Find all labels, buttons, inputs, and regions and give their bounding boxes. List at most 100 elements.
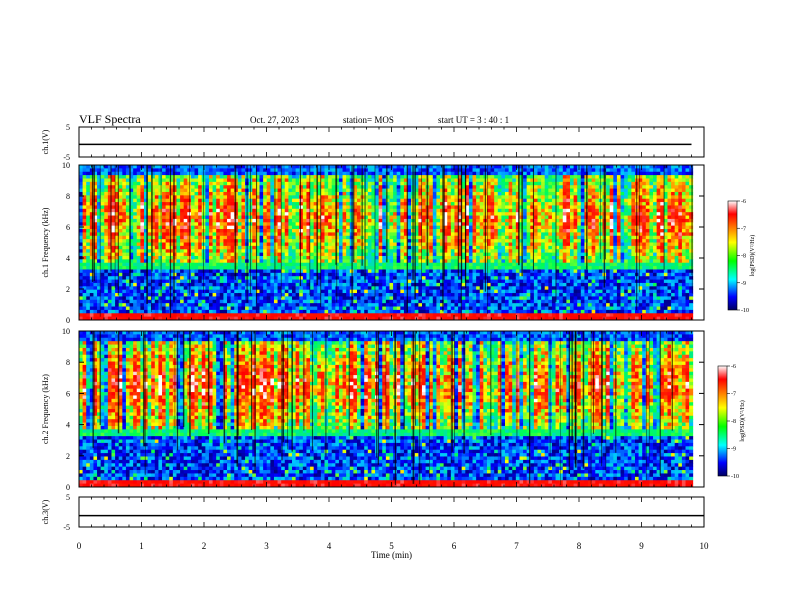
spectrogram-cell — [194, 202, 199, 206]
spectrogram-cell — [158, 168, 163, 173]
spectrogram-cell — [429, 262, 434, 267]
spectrogram-cell — [263, 208, 268, 213]
spectrogram-cell — [335, 262, 340, 267]
spectrogram-cell — [371, 208, 376, 213]
spectrogram-cell — [270, 286, 275, 291]
spectrogram-cell — [241, 272, 246, 277]
spectrogram-cell — [320, 191, 325, 196]
spectrogram-cell — [342, 266, 347, 270]
spectrogram-cell — [104, 215, 109, 220]
spectrogram-cell — [136, 296, 141, 301]
spectrogram-cell — [125, 252, 130, 257]
spectrogram-cell — [190, 218, 195, 223]
spectrogram-cell — [172, 178, 177, 183]
spectrogram-cell — [465, 218, 470, 223]
spectrogram-cell — [375, 279, 380, 284]
spectrogram-cell — [317, 225, 322, 230]
spectrogram-cell — [129, 296, 134, 301]
spectrogram-cell — [367, 212, 372, 216]
spectrogram-cell — [310, 181, 315, 186]
spectrogram-cell — [270, 293, 275, 297]
spectrogram-cell — [255, 218, 260, 223]
spectrogram-cell — [440, 178, 445, 183]
spectrogram-cell — [162, 293, 167, 297]
spectrogram-cell — [143, 235, 148, 240]
spectrogram-cell — [118, 185, 123, 189]
spectrogram-cell — [292, 229, 297, 233]
spectrogram-cell — [461, 306, 466, 311]
spectrogram-cell — [266, 232, 271, 237]
spectrogram-cell — [342, 252, 347, 257]
spectrogram-cell — [458, 208, 463, 213]
spectrogram-cell — [176, 303, 181, 307]
spectrogram-cell — [335, 225, 340, 230]
spectrogram-cell — [450, 239, 455, 243]
spectrogram-cell — [97, 191, 102, 196]
spectrogram-cell — [183, 303, 188, 307]
spectrogram-cell — [414, 175, 419, 179]
spectrogram-cell — [107, 225, 112, 230]
spectrogram-cell — [353, 255, 358, 260]
spectrogram-cell — [151, 259, 156, 264]
spectrogram-cell — [194, 282, 199, 287]
spectrogram-cell — [93, 225, 98, 230]
spectrogram-cell — [82, 222, 87, 227]
spectrogram-cell — [172, 202, 177, 206]
spectrogram-cell — [331, 202, 336, 206]
spectrogram-cell — [382, 202, 387, 206]
spectrogram-cell — [180, 181, 185, 186]
spectrogram-cell — [162, 181, 167, 186]
spectrogram-cell — [143, 313, 148, 318]
spectrogram-cell — [342, 313, 347, 318]
spectrogram-cell — [115, 266, 120, 270]
spectrogram-cell — [418, 239, 423, 243]
spectrogram-cell — [367, 205, 372, 210]
spectrogram-cell — [143, 266, 148, 270]
spectrogram-cell — [317, 249, 322, 254]
spectrogram-cell — [208, 262, 213, 267]
spectrogram-cell — [346, 222, 351, 227]
spectrogram-cell — [356, 313, 361, 318]
spectrogram-cell — [440, 222, 445, 227]
spectrogram-cell — [396, 208, 401, 213]
spectrogram-cell — [353, 181, 358, 186]
spectrogram-cell — [288, 235, 293, 240]
spectrogram-cell — [180, 191, 185, 196]
spectrogram-cell — [407, 249, 412, 254]
spectrogram-cell — [86, 171, 91, 176]
spectrogram-cell — [136, 259, 141, 264]
spectrogram-cell — [143, 165, 148, 169]
spectrogram-cell — [176, 215, 181, 220]
spectrogram-cell — [447, 303, 452, 307]
spectrogram-cell — [227, 212, 232, 216]
spectrogram-cell — [356, 255, 361, 260]
spectrogram-cell — [125, 303, 130, 307]
spectrogram-cell — [302, 259, 307, 264]
spectrogram-cell — [158, 306, 163, 311]
spectrogram-cell — [407, 293, 412, 297]
spectrogram-cell — [198, 306, 203, 311]
spectrogram-cell — [429, 215, 434, 220]
spectrogram-cell — [147, 202, 152, 206]
spectrogram-cell — [216, 198, 221, 203]
spectrogram-cell — [79, 215, 84, 220]
spectrogram-cell — [208, 306, 213, 311]
spectrogram-cell — [465, 235, 470, 240]
spectrogram-cell — [418, 316, 423, 321]
spectrogram-cell — [295, 185, 300, 189]
spectrogram-cell — [367, 289, 372, 294]
spectrogram-cell — [118, 208, 123, 213]
spectrogram-cell — [382, 239, 387, 243]
spectrogram-cell — [443, 208, 448, 213]
spectrogram-cell — [259, 255, 264, 260]
spectrogram-cell — [176, 191, 181, 196]
spectrogram-cell — [100, 276, 105, 280]
spectrogram-cell — [111, 171, 116, 176]
spectrogram-cell — [143, 245, 148, 250]
spectrogram-cell — [346, 225, 351, 230]
spectrogram-cell — [216, 235, 221, 240]
spectrogram-cell — [194, 181, 199, 186]
spectrogram-cell — [436, 181, 441, 186]
spectrogram-cell — [414, 205, 419, 210]
spectrogram-cell — [111, 286, 116, 291]
